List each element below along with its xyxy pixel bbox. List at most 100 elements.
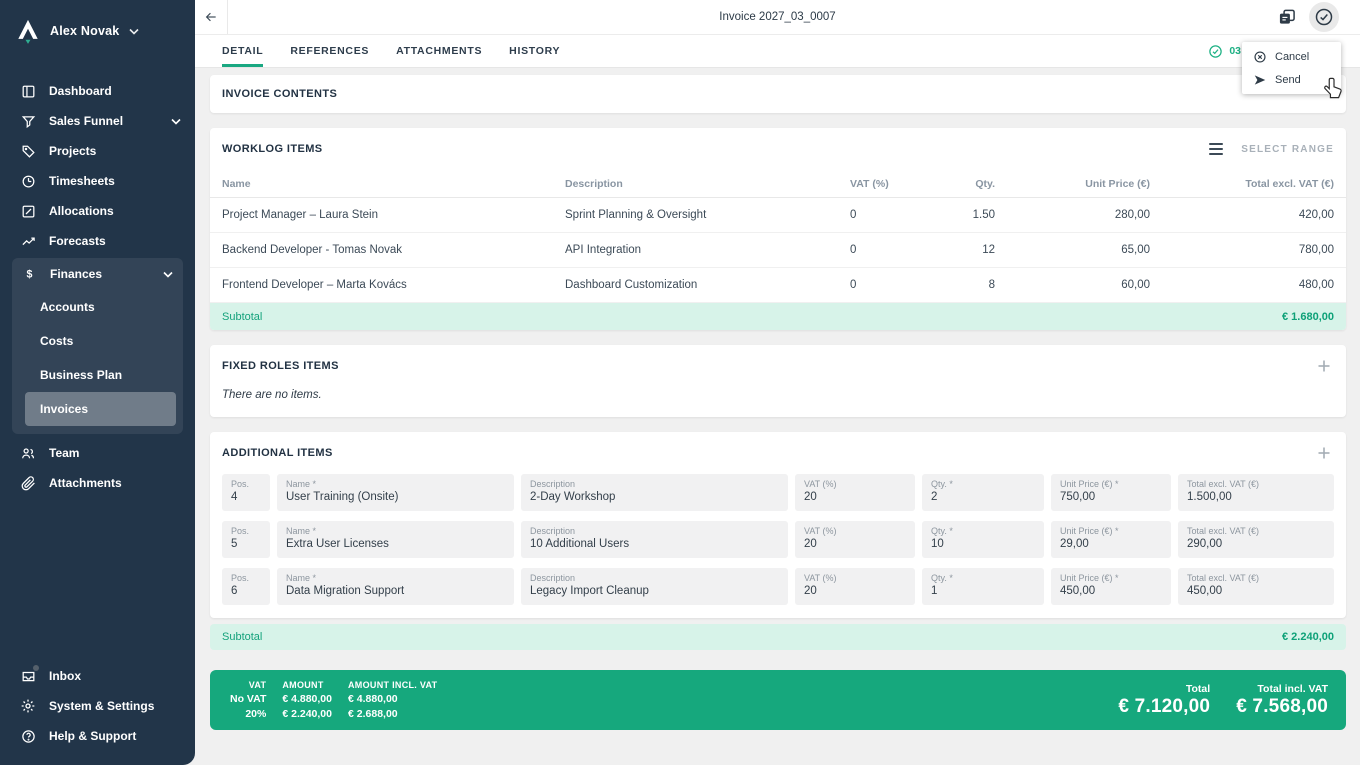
clock-icon [20,173,36,189]
invoice-contents-card: INVOICE CONTENTS [210,75,1346,113]
subtotal-label: Subtotal [222,310,263,323]
sidebar-item-business-plan[interactable]: Business Plan [40,368,123,382]
vat-field[interactable]: VAT (%) 20 [795,568,915,605]
qty-field[interactable]: Qty. * 1 [922,568,1044,605]
sidebar-item-projects[interactable]: Projects [0,136,195,166]
table-row[interactable]: Frontend Developer – Marta Kovács Dashbo… [210,268,1346,303]
allocations-icon [20,203,36,219]
sidebar-item-accounts[interactable]: Accounts [40,300,95,314]
pdf-preview-button[interactable] [1274,4,1300,30]
subtotal-value: € 1.680,00 [1282,310,1334,323]
tab-detail[interactable]: DETAIL [222,35,264,67]
list-item: Pos. 5 Name * Extra User Licenses Descript… [222,521,1334,558]
additional-items-rows: Pos. 4 Name * User Training (Onsite) Descr… [210,474,1346,605]
pos-field[interactable]: Pos. 4 [222,474,270,511]
inbox-icon [20,665,39,684]
grand-totals: Total € 7.120,00 Total incl. VAT € 7.568… [1118,683,1328,718]
dollar-icon: $ [21,266,37,282]
tab-references[interactable]: REFERENCES [290,45,370,57]
invoice-contents-title: INVOICE CONTENTS [222,88,338,100]
additional-items-card: ADDITIONAL ITEMS Pos. 4 Name * User Traini… [210,432,1346,618]
page-title: Invoice 2027_03_0007 [719,11,836,23]
total-block: Total € 7.120,00 [1118,682,1211,717]
name-field[interactable]: Name * User Training (Onsite) [277,474,514,511]
svg-text:$: $ [26,268,32,280]
menu-item-send[interactable]: Send [1242,68,1341,91]
funnel-icon [20,113,36,129]
team-icon [20,445,36,461]
description-field[interactable]: Description 2-Day Workshop [521,474,788,511]
chevron-down-icon [171,118,181,125]
dashboard-icon [20,83,36,99]
sidebar-item-inbox[interactable]: Inbox [0,661,195,691]
pos-field[interactable]: Pos. 6 [222,568,270,605]
total-incl-vat-block: Total incl. VAT € 7.568,00 [1236,682,1328,717]
help-icon [20,728,36,744]
add-additional-item-button[interactable] [1314,443,1334,463]
unit-price-field[interactable]: Unit Price (€) * 29,00 [1051,521,1171,558]
additional-items-title: ADDITIONAL ITEMS [222,447,333,459]
sidebar-spacer [0,498,195,661]
worklog-card: WORKLOG ITEMS SELECT RANGE Name Descript… [210,128,1346,330]
sidebar-item-attachments[interactable]: Attachments [0,468,195,498]
menu-item-cancel[interactable]: Cancel [1242,45,1341,68]
total-field[interactable]: Total excl. VAT (€) 450,00 [1178,568,1334,605]
vat-breakdown-table: VAT AMOUNT AMOUNT INCL. VAT No VAT € 4.8… [230,680,438,720]
pdf-preview-icon [1279,9,1295,24]
total-field[interactable]: Total excl. VAT (€) 1.500,00 [1178,474,1334,511]
empty-state-text: There are no items. [222,389,322,401]
approve-actions-button[interactable] [1309,2,1339,32]
plus-icon [1318,360,1330,372]
total-field[interactable]: Total excl. VAT (€) 290,00 [1178,521,1334,558]
qty-field[interactable]: Qty. * 10 [922,521,1044,558]
tab-history[interactable]: HISTORY [509,45,561,57]
sidebar-item-costs[interactable]: Costs [40,334,74,348]
qty-field[interactable]: Qty. * 2 [922,474,1044,511]
sidebar-item-dashboard[interactable]: Dashboard [0,76,195,106]
sidebar-item-forecasts[interactable]: Forecasts [0,226,195,256]
add-fixed-role-button[interactable] [1314,356,1334,376]
paperclip-icon [20,475,36,491]
sidebar-item-allocations[interactable]: Allocations [0,196,195,226]
description-field[interactable]: Description 10 Additional Users [521,521,788,558]
subtotal-label: Subtotal [222,631,263,643]
back-button[interactable] [195,0,228,34]
inbox-badge-dot [33,665,39,671]
vat-field[interactable]: VAT (%) 20 [795,521,915,558]
sidebar-item-sales-funnel[interactable]: Sales Funnel [0,106,195,136]
send-icon [1254,74,1266,85]
fixed-roles-title: FIXED ROLES ITEMS [222,360,339,372]
topbar-actions [1274,2,1360,32]
name-field[interactable]: Name * Data Migration Support [277,568,514,605]
user-menu[interactable]: Alex Novak [0,0,195,58]
vat-field[interactable]: VAT (%) 20 [795,474,915,511]
sidebar-item-team[interactable]: Team [0,438,195,468]
tag-icon [20,143,36,159]
sidebar-item-help-support[interactable]: Help & Support [0,721,195,751]
menu-icon[interactable] [1209,143,1224,155]
status-badge: 03 [1208,35,1241,67]
sidebar-item-system-settings[interactable]: System & Settings [0,691,195,721]
user-name: Alex Novak [50,24,120,38]
worklog-title: WORKLOG ITEMS [222,143,323,155]
unit-price-field[interactable]: Unit Price (€) * 750,00 [1051,474,1171,511]
name-field[interactable]: Name * Extra User Licenses [277,521,514,558]
sidebar-item-finances[interactable]: $ Finances [12,258,183,290]
sidebar-item-timesheets[interactable]: Timesheets [0,166,195,196]
check-circle-icon [1315,8,1333,26]
description-field[interactable]: Description Legacy Import Cleanup [521,568,788,605]
pos-field[interactable]: Pos. 5 [222,521,270,558]
unit-price-field[interactable]: Unit Price (€) * 450,00 [1051,568,1171,605]
table-row[interactable]: Project Manager – Laura Stein Sprint Pla… [210,198,1346,233]
main-panel: Invoice 2027_03_0007 DETAIL REFERENCES A… [195,0,1360,765]
list-item: Pos. 4 Name * User Training (Onsite) Descr… [222,474,1334,511]
select-range-button[interactable]: SELECT RANGE [1241,143,1334,155]
chevron-down-icon [129,28,139,35]
table-row[interactable]: Backend Developer - Tomas Novak API Inte… [210,233,1346,268]
cancel-icon [1254,50,1266,63]
gear-icon [20,698,36,714]
tab-attachments[interactable]: ATTACHMENTS [396,45,483,57]
status-check-icon [1209,44,1223,58]
sidebar-item-invoices-selected[interactable]: Invoices [25,392,176,426]
